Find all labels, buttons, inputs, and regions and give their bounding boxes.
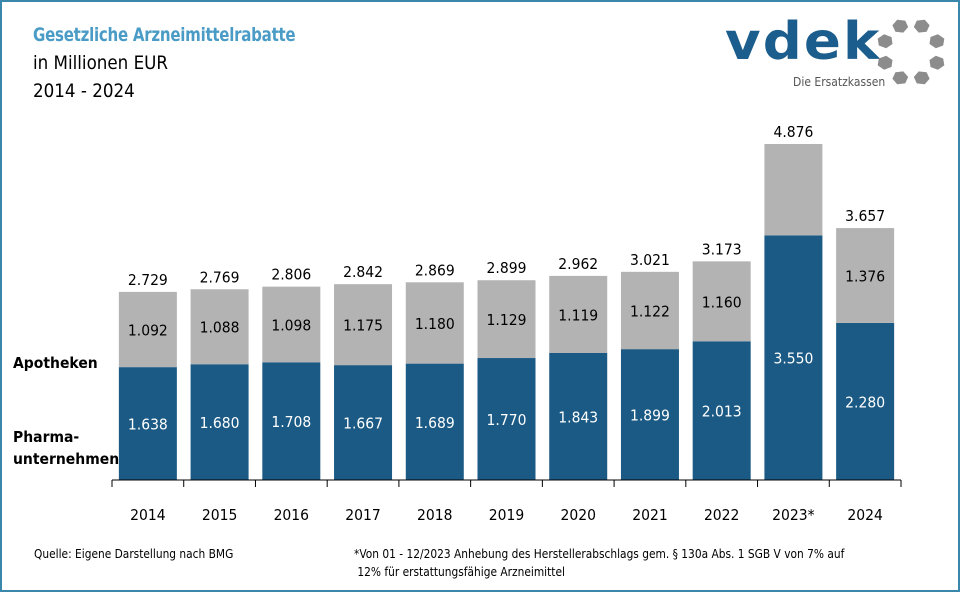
footnote-line1: *Von 01 - 12/2023 Anhebung des Herstelle… [354,546,845,561]
data-label-pharma: 1.770 [487,411,527,429]
bar-apotheken-2014 [118,291,177,368]
data-label-apotheken: 1.119 [558,307,598,325]
bar-apotheken-2015 [190,289,249,365]
data-label-apotheken: 1.129 [487,311,527,329]
chart-period: 2014 - 2024 [33,80,135,102]
data-label-pharma: 1.899 [630,407,670,425]
x-tick-label: 2015 [202,506,237,524]
data-label-total: 2.806 [271,266,311,284]
legend-label-pharma-line2: unternehmen [13,450,120,468]
data-label-apotheken: 1.175 [343,317,383,335]
data-label-apotheken: 1.180 [415,315,455,333]
bar-pharma-2020 [549,353,608,480]
data-label-apotheken: 1.376 [845,268,885,286]
bar-apotheken-2017 [334,284,393,366]
data-label-total: 2.842 [343,263,383,281]
data-label-apotheken: 1.088 [200,319,240,337]
logo-ring-dot [929,34,945,49]
logo-ring-dot [877,34,893,49]
logo-ring-dot [892,19,909,33]
footnote-line2: 12% für erstattungsfähige Arzneimittel [354,564,565,579]
bar-pharma-2019 [477,358,536,480]
bar-apotheken-2021 [620,271,679,350]
bar-apotheken-2020 [549,275,608,354]
x-tick-label: 2023* [772,506,814,524]
bar-pharma-2016 [262,362,321,480]
bar-apotheken-2019 [477,280,536,359]
bar-pharma-2022 [692,341,751,480]
logo-ring-dot [913,19,930,33]
data-label-apotheken: 1.098 [271,317,311,335]
x-tick-label: 2024 [847,506,882,524]
bar-pharma-2017 [334,365,393,480]
legend-label-pharma: Pharma- unternehmen [13,426,119,470]
x-tick-label: 2014 [130,506,165,524]
data-label-total: 3.173 [702,241,742,259]
data-label-total: 3.657 [845,207,885,225]
bar-pharma-2018 [405,363,464,480]
data-label-total: 3.021 [630,251,670,269]
bar-pharma-2014 [118,367,177,480]
x-tick-label: 2018 [417,506,452,524]
legend-label-pharma-line1: Pharma- [13,428,80,446]
bar-pharma-2023* [764,235,823,480]
data-label-total: 2.962 [558,255,598,273]
bar-apotheken-2016 [262,286,321,363]
data-label-total: 2.869 [415,262,455,280]
x-tick-label: 2020 [560,506,595,524]
title-block: Gesetzliche Arzneimittelrabatte in Milli… [33,24,331,102]
data-label-pharma: 1.667 [343,415,383,433]
logo-ring-dot [892,71,909,85]
bar-apotheken-2022 [692,261,751,342]
data-label-pharma: 2.280 [845,394,885,412]
data-label-apotheken: 1.160 [702,294,742,312]
data-label-pharma: 1.843 [558,409,598,427]
logo-wordmark: vdek [725,12,882,72]
x-tick-label: 2017 [345,506,380,524]
data-label-total: 2.769 [200,269,240,287]
logo-ring-icon [877,19,945,85]
data-label-pharma: 1.689 [415,414,455,432]
logo-ring-dot [877,55,893,70]
data-label-total: 2.899 [487,260,527,278]
logo-ring-dot [929,55,945,70]
data-label-pharma: 1.638 [128,416,168,434]
data-label-pharma: 3.550 [773,350,813,368]
vdek-logo: vdek Die Ersatzkassen [725,12,950,96]
bar-pharma-2024 [836,322,895,480]
bar-pharma-2015 [190,364,249,480]
legend-label-apotheken: Apotheken [13,354,98,372]
data-label-total: 4.876 [773,123,813,141]
data-label-pharma: 1.680 [200,414,240,432]
bar-apotheken-2024 [836,228,895,323]
source-note: Quelle: Eigene Darstellung nach BMG [34,546,234,561]
x-tick-label: 2019 [489,506,524,524]
data-label-pharma: 2.013 [702,403,742,421]
data-label-apotheken: 1.092 [128,322,168,340]
x-tick-label: 2016 [274,506,309,524]
x-tick-label: 2022 [704,506,739,524]
x-tick-label: 2021 [632,506,667,524]
data-label-pharma: 1.708 [271,413,311,431]
chart-subtitle: in Millionen EUR [33,52,169,74]
data-label-apotheken: 1.122 [630,303,670,321]
chart-title: Gesetzliche Arzneimittelrabatte [33,24,296,46]
footnote: *Von 01 - 12/2023 Anhebung des Herstelle… [354,545,844,581]
bar-apotheken-2018 [405,282,464,364]
bar-pharma-2021 [620,349,679,480]
bar-apotheken-2023* [764,144,823,236]
logo-tagline: Die Ersatzkassen [793,75,886,89]
logo-ring-dot [913,71,930,85]
data-label-total: 2.729 [128,271,168,289]
